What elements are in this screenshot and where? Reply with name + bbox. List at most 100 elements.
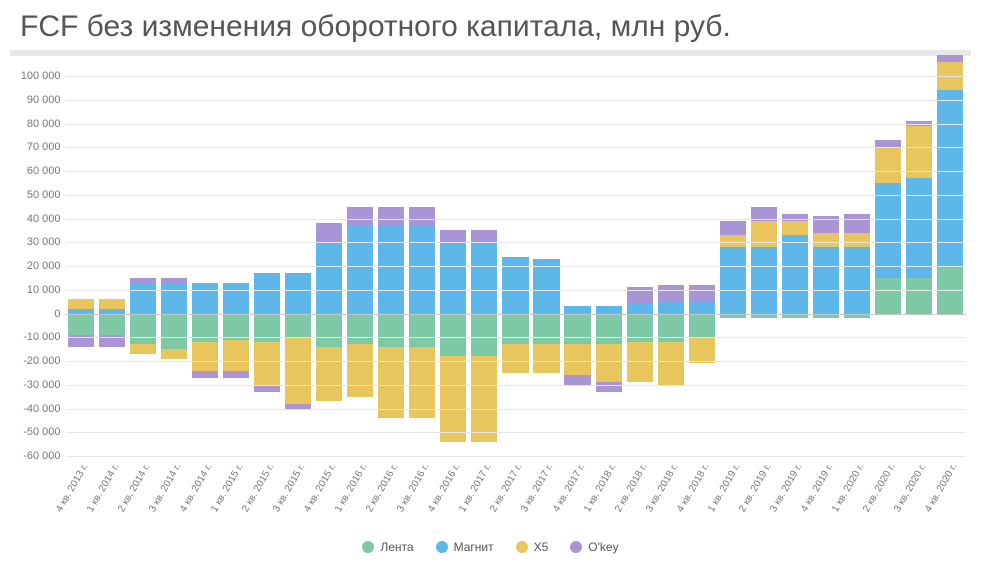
bar-segment (68, 299, 94, 309)
bar-segment (596, 306, 622, 313)
bar-segment (689, 314, 715, 338)
bar-segment (658, 342, 684, 385)
bar-segment (440, 230, 466, 242)
gridline (66, 219, 966, 220)
bar-segment (378, 347, 404, 418)
bar-segment (813, 247, 839, 314)
gridline (66, 314, 966, 315)
bar-segment (533, 344, 559, 373)
bar-segment (409, 226, 435, 314)
bar-segment (223, 340, 249, 371)
bar-segment (316, 347, 342, 402)
bar-segment (875, 183, 901, 278)
gridline (66, 409, 966, 410)
bar-segment (502, 314, 528, 345)
bar-segment (844, 214, 870, 233)
bar-segment (502, 344, 528, 373)
y-tick-label: -60 000 (11, 450, 61, 462)
gridline (66, 361, 966, 362)
bar-segment (409, 347, 435, 418)
bar-segment (347, 314, 373, 345)
bar-segment (564, 306, 590, 313)
legend-item: Магнит (436, 540, 494, 554)
bar-segment (192, 342, 218, 371)
bar-segment (751, 247, 777, 314)
y-tick-label: -20 000 (11, 355, 61, 367)
bar-segment (596, 314, 622, 345)
gridline (66, 171, 966, 172)
bar-segment (378, 207, 404, 226)
gridline (66, 266, 966, 267)
bar-segment (161, 278, 187, 283)
bar-segment (937, 90, 963, 266)
bar-segment (440, 356, 466, 442)
bar-segment (161, 349, 187, 359)
gridline (66, 242, 966, 243)
bar-segment (285, 314, 311, 338)
plot-area (66, 76, 966, 456)
y-tick-label: -50 000 (11, 426, 61, 438)
y-tick-label: 0 (11, 308, 61, 320)
gridline (66, 124, 966, 125)
bar-segment (658, 285, 684, 302)
bar-segment (223, 314, 249, 340)
bar-segment (192, 371, 218, 378)
y-tick-label: 20 000 (11, 260, 61, 272)
legend: Лента Магнит X5 O'key (11, 540, 971, 554)
y-tick-label: 70 000 (11, 141, 61, 153)
chart-title: FCF без изменения оборотного капитала, м… (10, 10, 971, 44)
y-tick-label: 90 000 (11, 94, 61, 106)
y-tick-label: 100 000 (11, 70, 61, 82)
bar-segment (192, 283, 218, 314)
bar-segment (316, 223, 342, 242)
fcf-chart: -60 000-50 000-40 000-30 000-20 000-10 0… (11, 76, 971, 536)
bar-segment (130, 344, 156, 354)
bar-segment (813, 233, 839, 247)
y-tick-label: -10 000 (11, 331, 61, 343)
legend-swatch (516, 541, 528, 553)
bar-segment (844, 247, 870, 314)
bar-segment (720, 235, 746, 247)
bar-segment (285, 337, 311, 404)
bar-segment (347, 207, 373, 226)
bar-segment (409, 207, 435, 226)
bar-segment (99, 314, 125, 335)
gridline (66, 456, 966, 457)
bar-segment (564, 314, 590, 345)
gridline (66, 147, 966, 148)
bar-segment (875, 147, 901, 183)
y-tick-label: 30 000 (11, 236, 61, 248)
y-tick-label: 10 000 (11, 284, 61, 296)
gridline (66, 432, 966, 433)
bar-segment (347, 344, 373, 396)
bar-segment (564, 375, 590, 385)
bar-segment (596, 344, 622, 382)
bar-segment (254, 273, 280, 313)
bar-segment (316, 314, 342, 347)
gridline (66, 385, 966, 386)
legend-item: Лента (362, 540, 413, 554)
bar-segment (689, 302, 715, 314)
legend-label: O'key (588, 540, 618, 554)
bar-segment (316, 242, 342, 313)
bar-segment (409, 314, 435, 347)
bar-segment (254, 342, 280, 385)
bar-segment (844, 233, 870, 247)
bar-segment (285, 273, 311, 313)
bar-segment (471, 242, 497, 313)
bar-segment (906, 278, 932, 314)
bar-segment (223, 371, 249, 378)
bar-segment (130, 283, 156, 314)
bar-segment (130, 278, 156, 283)
bar-segment (533, 259, 559, 314)
bar-segment (782, 221, 808, 235)
legend-label: X5 (534, 540, 549, 554)
legend-label: Лента (380, 540, 413, 554)
bar-segment (533, 314, 559, 345)
bar-segment (471, 356, 497, 442)
title-divider (10, 50, 971, 56)
bar-segment (161, 314, 187, 350)
gridline (66, 100, 966, 101)
bar-segment (68, 314, 94, 335)
legend-swatch (436, 541, 448, 553)
